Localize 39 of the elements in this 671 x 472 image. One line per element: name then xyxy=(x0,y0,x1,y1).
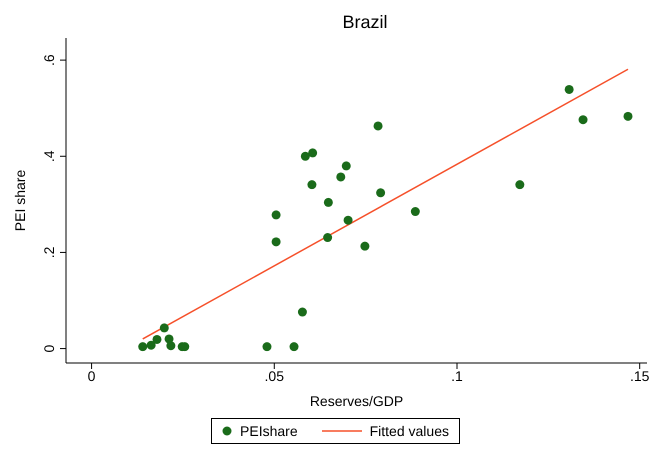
point xyxy=(152,334,162,344)
point xyxy=(272,237,281,246)
point xyxy=(146,340,156,350)
x-tick-label: .05 xyxy=(264,368,284,384)
point xyxy=(376,188,386,198)
point xyxy=(290,342,299,352)
point xyxy=(324,198,333,207)
y-tick-label: .4 xyxy=(41,150,57,162)
point xyxy=(308,148,318,158)
point xyxy=(410,207,420,216)
point xyxy=(624,112,632,121)
point xyxy=(323,233,332,242)
x-tick-label: 0 xyxy=(88,368,96,384)
legend-label: Fitted values xyxy=(370,423,449,439)
point xyxy=(160,323,169,332)
point xyxy=(272,210,281,220)
x-tick-label: .1 xyxy=(451,368,464,384)
point xyxy=(307,180,316,190)
point xyxy=(564,84,574,94)
point xyxy=(342,161,351,170)
y-tick-label: .6 xyxy=(41,54,57,66)
point xyxy=(166,341,176,350)
point xyxy=(262,342,272,352)
point xyxy=(515,180,524,190)
y-axis-title: PEI share xyxy=(12,170,28,232)
chart-title: Brazil xyxy=(342,12,388,32)
y-tick-label: .2 xyxy=(41,246,57,258)
point xyxy=(344,216,353,225)
point xyxy=(360,242,370,251)
point xyxy=(300,152,310,161)
point xyxy=(138,342,148,352)
point xyxy=(374,121,383,130)
x-axis-title: Reserves/GDP xyxy=(310,393,404,409)
point xyxy=(578,115,588,124)
legend-label: PEIshare xyxy=(240,423,298,439)
point xyxy=(298,308,307,317)
y-tick-label: 0 xyxy=(41,344,57,352)
x-tick-label: .15 xyxy=(630,368,650,384)
point xyxy=(336,172,346,182)
